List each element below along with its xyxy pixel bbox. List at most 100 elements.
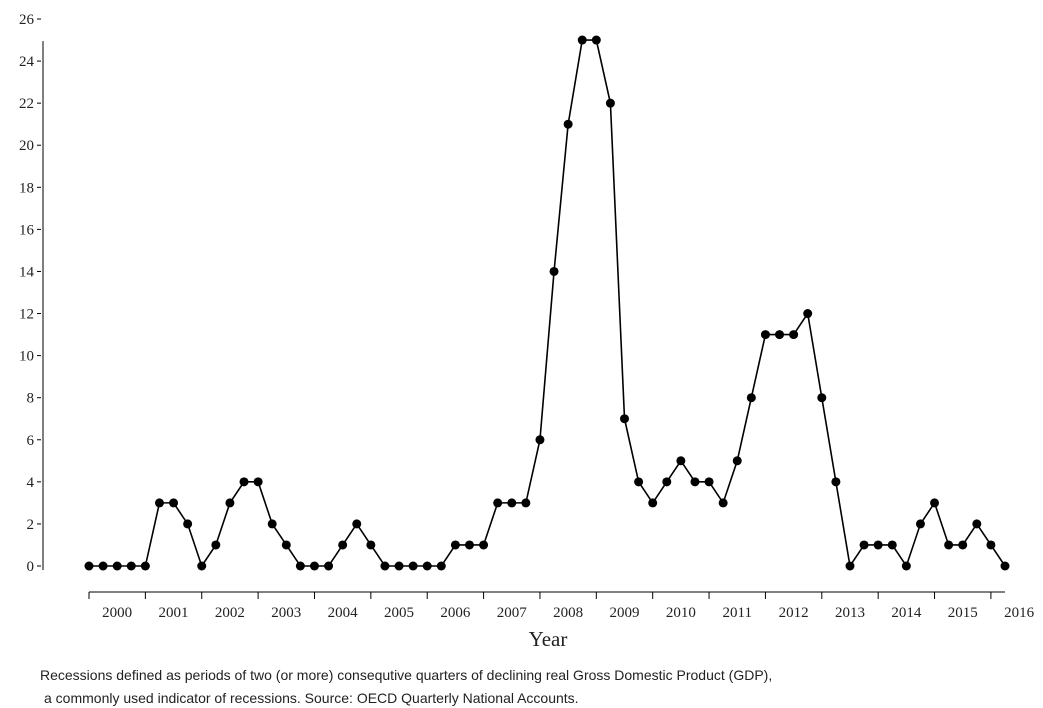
x-tick-label: 2009 [610, 605, 640, 621]
caption: a commonly used indicator of recessions.… [44, 690, 579, 706]
caption: Recessions defined as periods of two (or… [40, 667, 772, 683]
point [366, 540, 376, 550]
point [958, 540, 968, 550]
x-tick-label: 2000 [102, 605, 132, 621]
y-tick-label: 4 [27, 475, 35, 491]
point [718, 498, 728, 508]
point [887, 540, 897, 550]
x-tick-label: 2004 [328, 605, 359, 621]
point [281, 540, 291, 550]
point [704, 477, 714, 487]
x-tick-label: 2015 [948, 605, 978, 621]
point [324, 561, 334, 571]
line [89, 39, 1006, 569]
x-tick-label: 2008 [553, 605, 583, 621]
point [112, 561, 122, 571]
x-tick-label: 2002 [215, 605, 245, 621]
point [126, 561, 136, 571]
point [817, 393, 827, 403]
point [930, 498, 940, 508]
point [309, 561, 319, 571]
point [746, 393, 756, 403]
point [1000, 561, 1010, 571]
y-tick-label: 26 [19, 12, 35, 28]
x-tick-label: 2012 [779, 605, 809, 621]
point [535, 435, 545, 445]
point [775, 330, 785, 340]
point [563, 119, 573, 129]
point [225, 498, 235, 508]
point [760, 330, 770, 340]
point [648, 498, 658, 508]
point [436, 561, 446, 571]
point [295, 561, 305, 571]
point [338, 540, 348, 550]
point [591, 35, 601, 45]
x-tick-label: 2010 [666, 605, 696, 621]
y-tick-label: 20 [19, 138, 34, 154]
point [690, 477, 700, 487]
y-tick-label: 24 [19, 54, 35, 70]
point [380, 561, 390, 571]
point [239, 477, 249, 487]
point [577, 35, 587, 45]
y-tick-label: 0 [27, 559, 35, 575]
x-tick-label: 2007 [497, 605, 528, 621]
point [352, 519, 362, 529]
point [394, 561, 404, 571]
point [169, 498, 179, 508]
x-tick-label: 2006 [440, 605, 471, 621]
x-tick-label: 2011 [723, 605, 752, 621]
point [479, 540, 489, 550]
point [972, 519, 982, 529]
point [521, 498, 531, 508]
point [873, 540, 883, 550]
y-tick-label: 22 [19, 96, 34, 112]
point [183, 519, 193, 529]
y-tick-label: 6 [27, 433, 35, 449]
point [464, 540, 474, 550]
point [831, 477, 841, 487]
x-tick-label: 2013 [835, 605, 865, 621]
point [901, 561, 911, 571]
y-tick-label: 14 [19, 264, 35, 280]
x-tick-label: 2003 [271, 605, 301, 621]
point [549, 266, 559, 276]
point [197, 561, 207, 571]
point [845, 561, 855, 571]
point [732, 456, 742, 466]
point [422, 561, 432, 571]
x-tick-label: 2014 [891, 605, 922, 621]
y-tick-label: 2 [27, 517, 35, 533]
x-tick-label: 2001 [159, 605, 189, 621]
point [507, 498, 517, 508]
x-tick-label: 2005 [384, 605, 414, 621]
point [450, 540, 460, 550]
point [859, 540, 869, 550]
point [154, 498, 164, 508]
y-tick-label: 10 [19, 349, 34, 365]
point [267, 519, 277, 529]
point [605, 98, 615, 108]
point [620, 414, 630, 424]
point [493, 498, 503, 508]
point [634, 477, 644, 487]
y-tick-label: 18 [19, 180, 34, 196]
point [676, 456, 686, 466]
y-tick-label: 12 [19, 307, 34, 323]
point [84, 561, 94, 571]
x-tick-label: 2016 [1004, 605, 1035, 621]
point [211, 540, 221, 550]
point [253, 477, 263, 487]
point [915, 519, 925, 529]
y-tick-label: 8 [27, 391, 35, 407]
point [662, 477, 672, 487]
y-tick-label: 16 [19, 222, 35, 238]
point [408, 561, 418, 571]
x-axis-label: Year [529, 627, 568, 651]
point [140, 561, 150, 571]
point [944, 540, 954, 550]
point [789, 330, 799, 340]
point [986, 540, 996, 550]
